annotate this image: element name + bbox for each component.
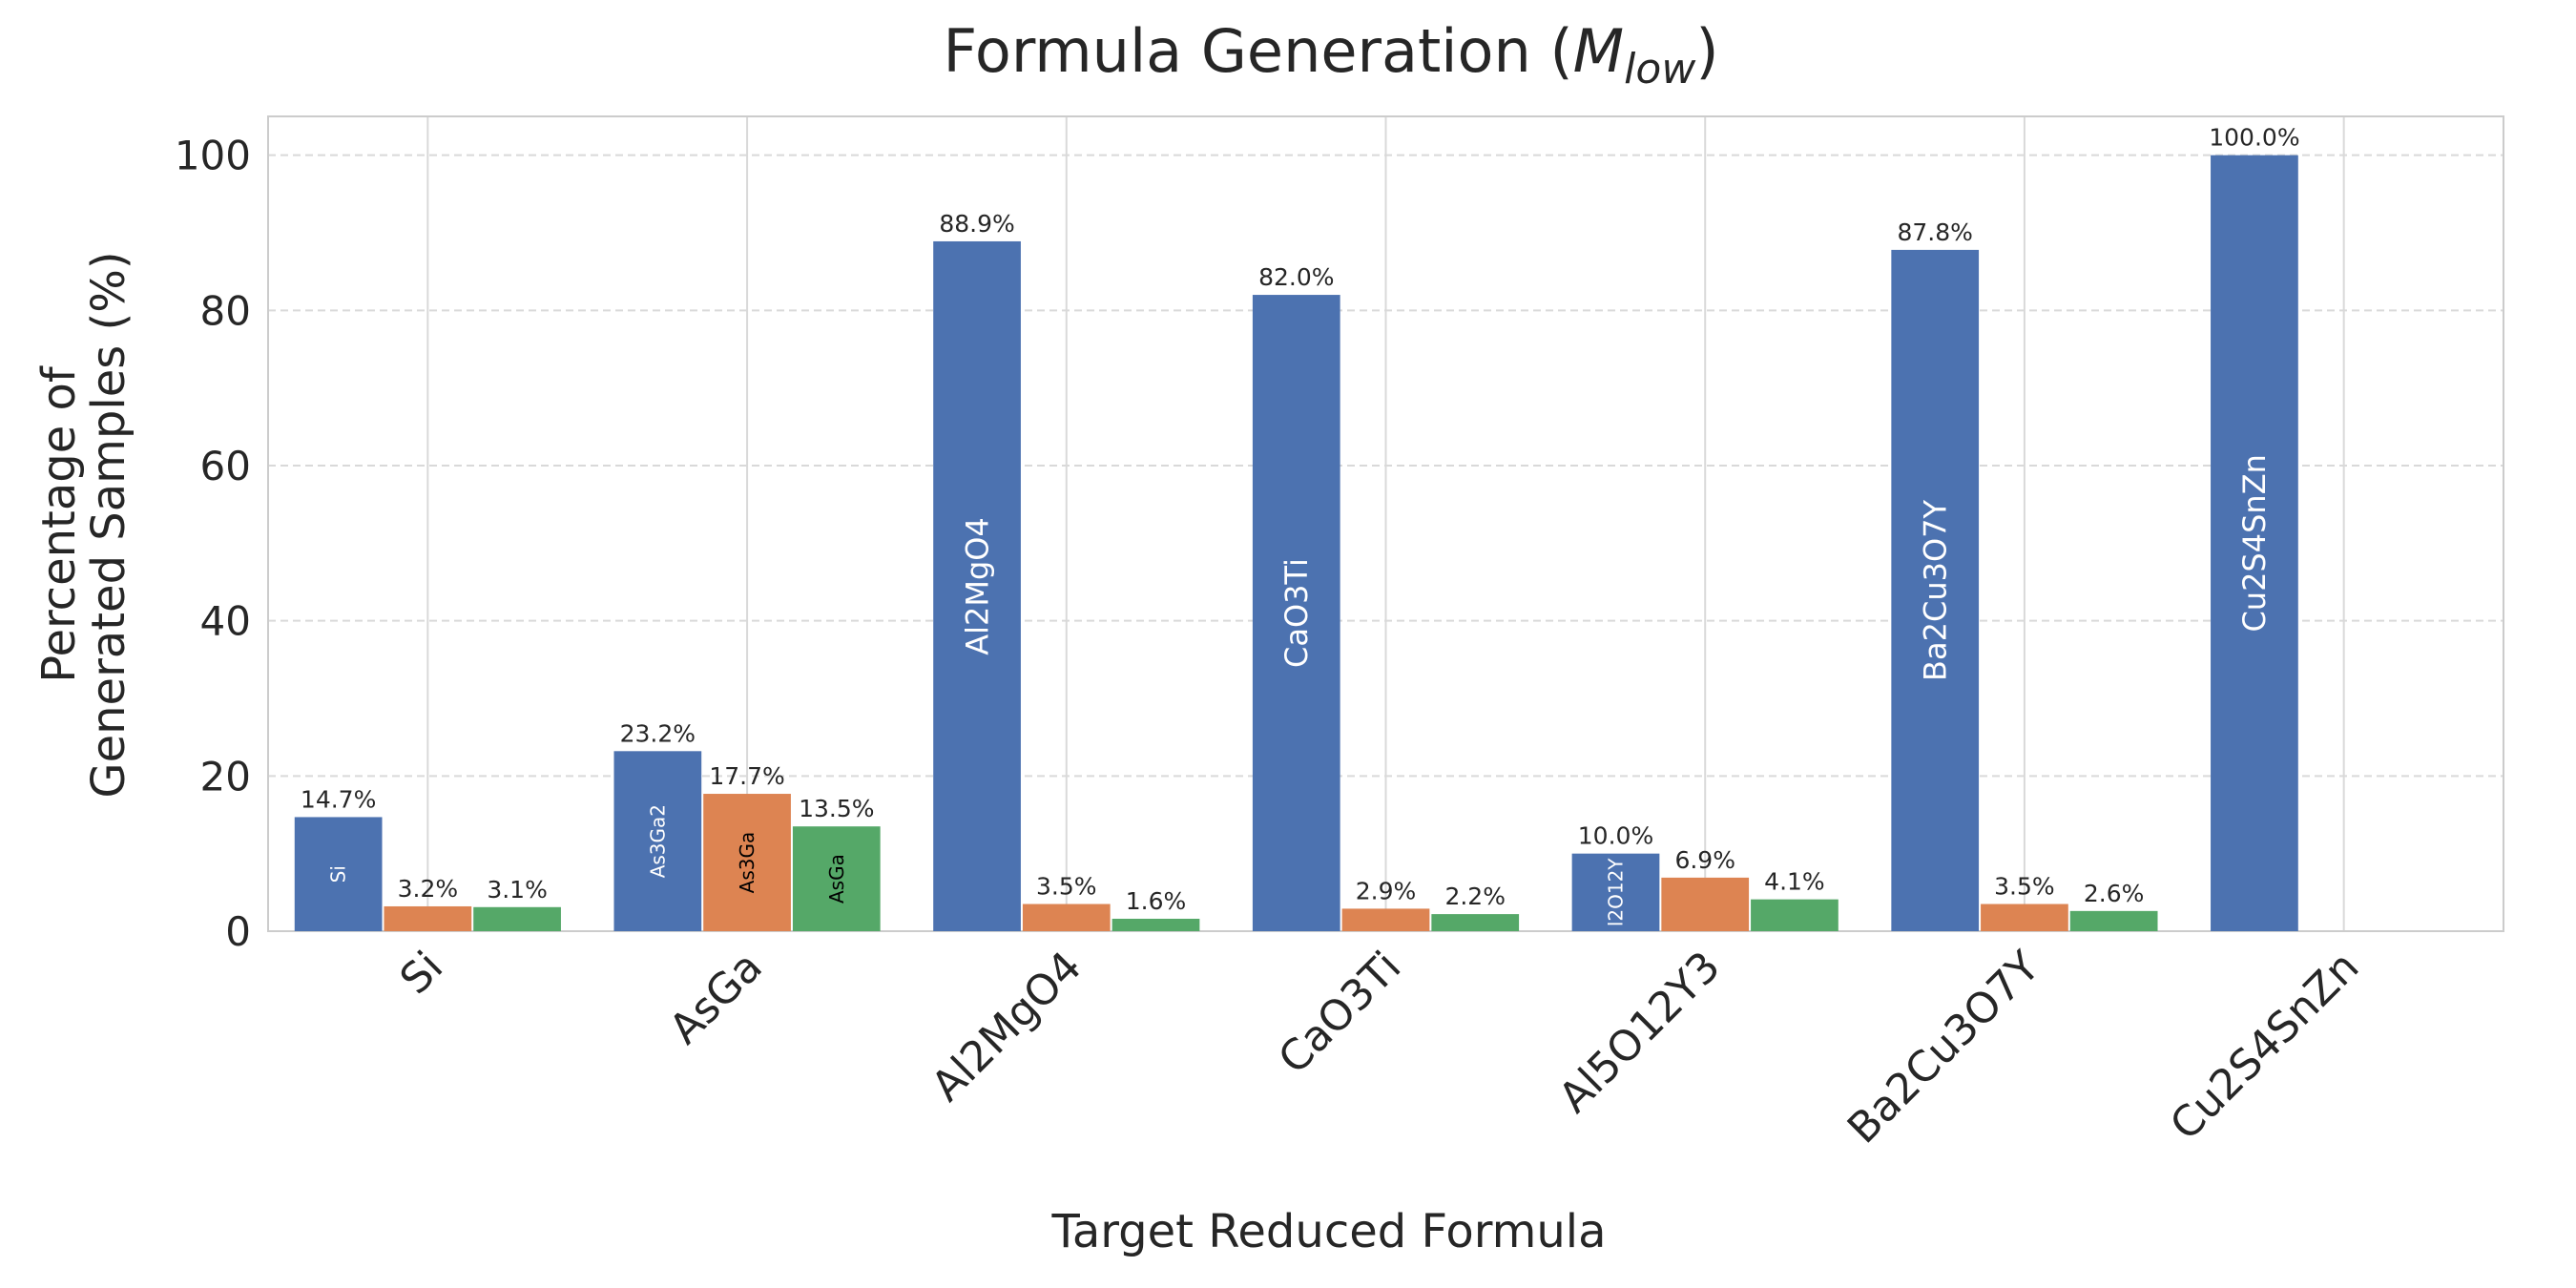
title-close: ) [1695, 16, 1718, 86]
bar [294, 817, 383, 931]
bar [1981, 904, 2068, 931]
value-label: 82.0% [1258, 263, 1334, 291]
bar-label: Si [327, 865, 350, 883]
value-label: 3.2% [398, 875, 459, 903]
value-label: 87.8% [1897, 218, 1972, 246]
value-label: 17.7% [709, 762, 784, 790]
bar [1661, 877, 1750, 931]
chart-title: Formula Generation (Mlow) [943, 16, 1718, 93]
bar-label: Ba2Cu3O7Y [1917, 499, 1953, 680]
y-tick-label: 100 [175, 133, 251, 179]
title-subscript: low [1624, 45, 1696, 93]
bar [613, 751, 702, 931]
y-tick-label: 80 [200, 287, 251, 334]
y-tick-label: 0 [225, 908, 251, 955]
title-symbol: M [1573, 16, 1625, 86]
value-label: 3.5% [1994, 873, 2055, 901]
value-label: 2.9% [1356, 877, 1417, 904]
value-label: 13.5% [799, 795, 874, 822]
bar [703, 794, 791, 931]
bar [1891, 249, 1980, 932]
bar [1022, 904, 1111, 931]
value-label: 1.6% [1126, 887, 1187, 915]
bar-label: l2O12Y [1604, 858, 1627, 926]
bar [792, 826, 881, 931]
bar-label: AsGa [825, 854, 848, 904]
value-label: 2.6% [2084, 880, 2145, 907]
y-tick-label: 40 [200, 598, 251, 645]
y-axis-label-line: Percentage of [32, 365, 86, 683]
bar-label: Al2MgO4 [959, 517, 995, 655]
value-label: 6.9% [1674, 846, 1735, 874]
title-text: Formula Generation ( [943, 16, 1572, 86]
bar [1431, 914, 1520, 931]
value-label: 88.9% [939, 210, 1014, 238]
bar [1252, 295, 1340, 932]
value-label: 4.1% [1764, 868, 1825, 896]
bar [933, 240, 1021, 932]
bar [2069, 910, 2158, 931]
bar [473, 906, 561, 931]
bar [1111, 918, 1200, 931]
y-axis-label-line: Generated Samples (%) [82, 251, 135, 798]
bar [1751, 899, 1839, 931]
bar [384, 905, 472, 931]
value-label: 23.2% [620, 719, 696, 747]
bar-label: Cu2S4SnZn [2236, 454, 2273, 632]
value-label: 14.7% [301, 785, 376, 813]
bar-label: As3Ga2 [646, 804, 669, 878]
y-tick-label: 60 [200, 443, 251, 489]
value-label: 100.0% [2209, 124, 2299, 152]
y-axis-label: Percentage ofGenerated Samples (%) [32, 251, 135, 798]
value-label: 2.2% [1444, 883, 1506, 910]
bar [1571, 853, 1660, 931]
value-label: 10.0% [1578, 822, 1653, 850]
bar-label: As3Ga [736, 832, 758, 894]
bar [2211, 155, 2298, 931]
bar-label: CaO3Ti [1278, 558, 1315, 668]
bar [1341, 908, 1430, 931]
value-label: 3.5% [1036, 873, 1097, 901]
y-tick-label: 20 [200, 753, 251, 800]
value-label: 3.1% [487, 876, 548, 904]
x-axis-label: Target Reduced Formula [1050, 1205, 1606, 1258]
